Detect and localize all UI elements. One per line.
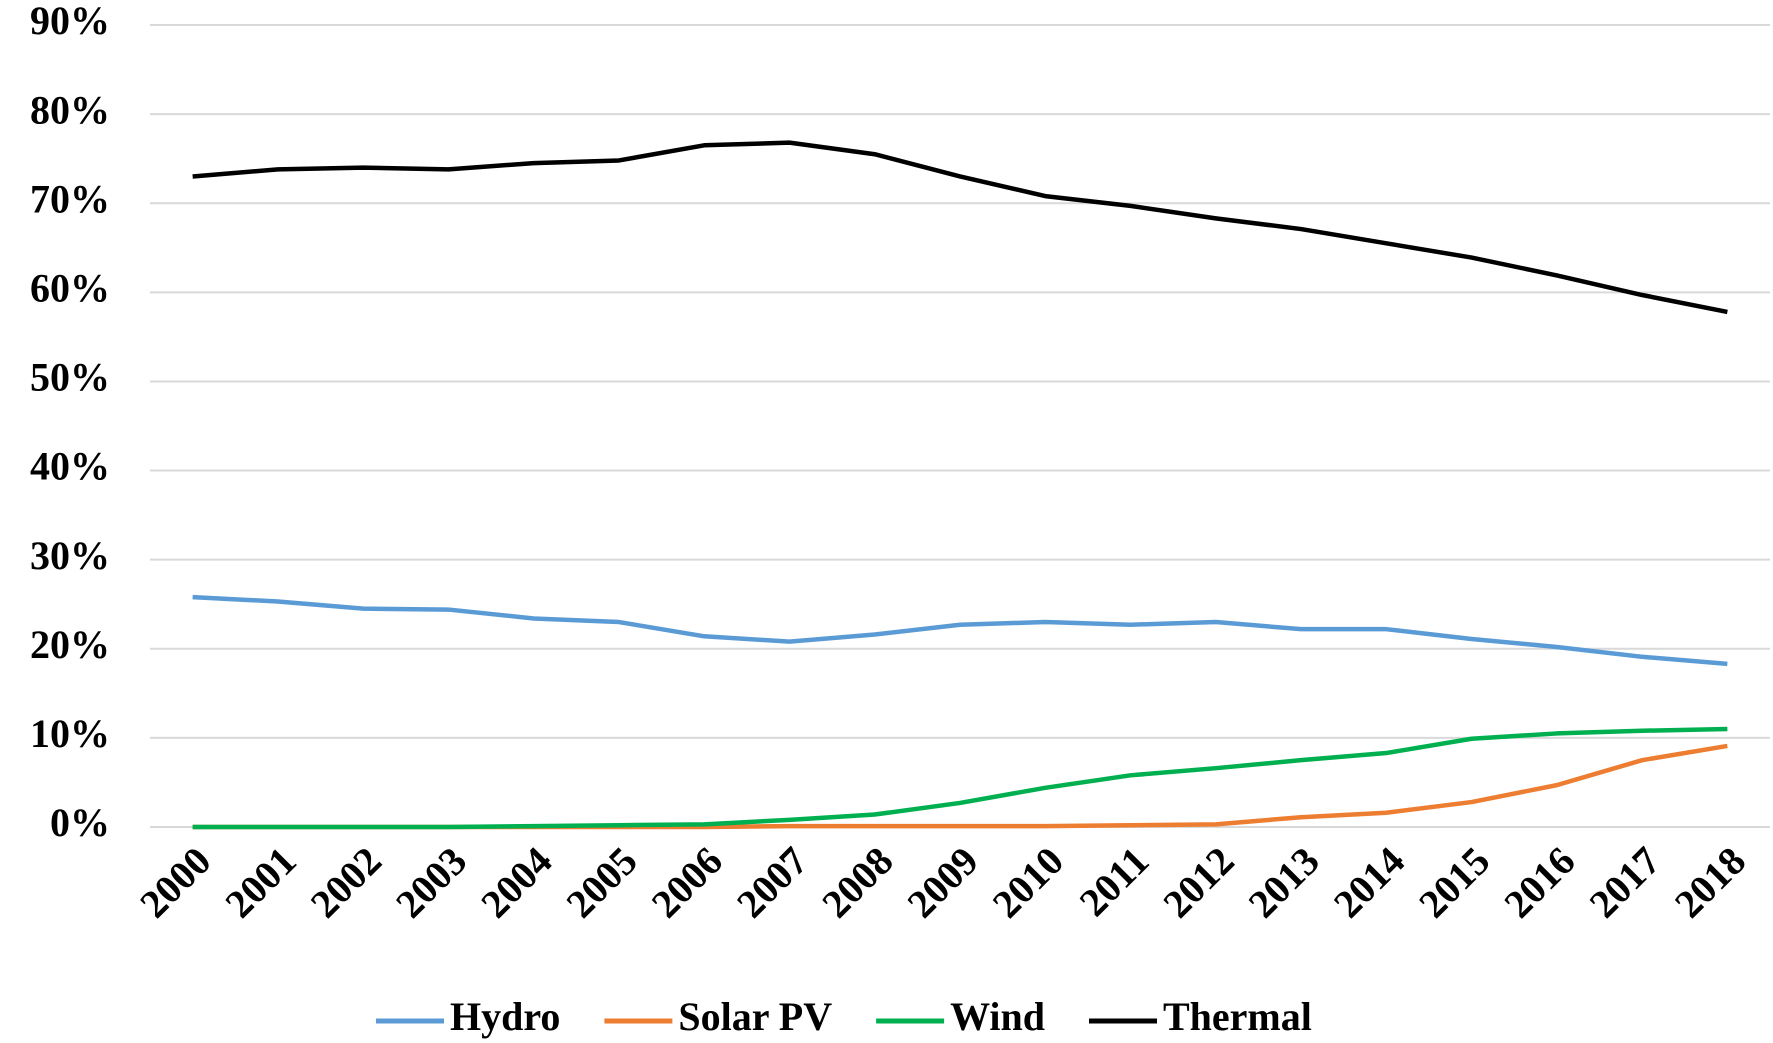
y-tick-label: 70% — [30, 176, 110, 221]
x-tick-label: 2003 — [387, 838, 475, 926]
y-tick-label: 0% — [50, 800, 110, 845]
x-tick-label: 2016 — [1495, 838, 1583, 926]
y-tick-label: 30% — [30, 533, 110, 578]
legend-label: Wind — [950, 994, 1045, 1039]
y-tick-label: 20% — [30, 622, 110, 667]
y-tick-label: 80% — [30, 87, 110, 132]
y-tick-label: 90% — [30, 0, 110, 43]
legend-label: Hydro — [450, 994, 560, 1039]
x-tick-label: 2000 — [131, 838, 219, 926]
y-tick-label: 60% — [30, 266, 110, 311]
series-line — [192, 726, 1728, 830]
x-tick-label: 2013 — [1240, 838, 1328, 926]
x-tick-label: 2006 — [643, 838, 731, 926]
x-tick-label: 2001 — [216, 838, 304, 926]
x-tick-label: 2011 — [1071, 838, 1158, 925]
x-tick-label: 2004 — [472, 838, 560, 926]
legend-label: Thermal — [1163, 994, 1312, 1039]
x-tick-label: 2010 — [984, 838, 1072, 926]
y-tick-label: 40% — [30, 444, 110, 489]
x-tick-label: 2018 — [1666, 838, 1754, 926]
x-tick-label: 2002 — [302, 838, 390, 926]
x-tick-label: 2015 — [1410, 838, 1498, 926]
y-tick-label: 50% — [30, 355, 110, 400]
x-tick-label: 2014 — [1325, 838, 1413, 926]
x-tick-label: 2017 — [1581, 838, 1669, 926]
legend-label: Solar PV — [678, 994, 832, 1039]
x-tick-label: 2005 — [557, 838, 645, 926]
x-tick-label: 2012 — [1154, 838, 1242, 926]
y-tick-label: 10% — [30, 711, 110, 756]
x-tick-label: 2008 — [813, 838, 901, 926]
series-line — [192, 594, 1728, 667]
x-tick-label: 2007 — [728, 838, 816, 926]
series-line — [192, 140, 1728, 315]
series-line — [192, 743, 1728, 830]
x-tick-label: 2009 — [898, 838, 986, 926]
